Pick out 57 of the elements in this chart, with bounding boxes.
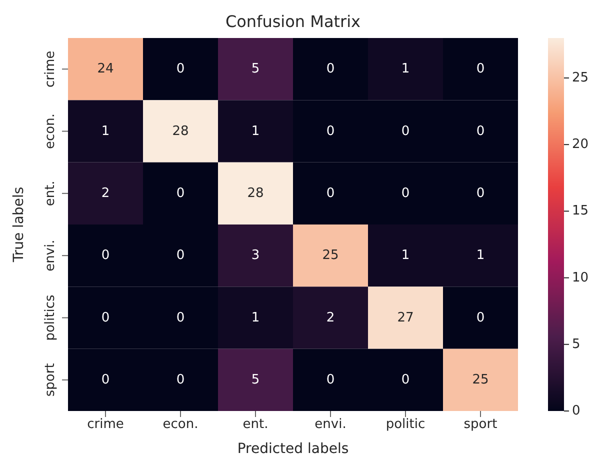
color-bar-label: 20 xyxy=(572,137,589,152)
data-label: 1 xyxy=(401,62,410,77)
color-bar-label: 0 xyxy=(572,404,580,418)
data-label: 0 xyxy=(326,124,335,139)
x-tick-label: crime xyxy=(87,417,124,432)
data-label: 0 xyxy=(176,62,185,77)
data-label: 1 xyxy=(251,310,260,326)
data-label: 0 xyxy=(176,310,185,326)
data-label: 0 xyxy=(101,372,110,388)
x-tick-label: politic xyxy=(386,417,426,432)
data-label: 1 xyxy=(101,124,110,139)
x-tick-label: envi. xyxy=(314,417,346,432)
data-label: 0 xyxy=(476,62,485,77)
data-label: 2 xyxy=(326,310,335,326)
data-label: 0 xyxy=(176,372,185,388)
color-bar-label: 10 xyxy=(572,270,589,286)
data-label: 1 xyxy=(401,248,410,264)
color-bar-label: 15 xyxy=(572,204,589,219)
data-label: 1 xyxy=(251,124,260,139)
data-label: 0 xyxy=(476,124,485,139)
data-label: 0 xyxy=(101,310,110,326)
data-label: 2 xyxy=(101,186,110,201)
y-tick-label: econ. xyxy=(43,114,58,149)
data-label: 27 xyxy=(397,310,414,326)
data-label: 0 xyxy=(101,248,110,264)
color-bar-label: 25 xyxy=(572,70,589,86)
y-tick-label: envi. xyxy=(43,240,58,272)
y-axis-title: True labels xyxy=(10,186,27,264)
data-label: 25 xyxy=(472,372,489,388)
data-label: 1 xyxy=(476,248,485,264)
y-tick-label: politics xyxy=(43,294,58,341)
data-label: 0 xyxy=(401,186,410,201)
x-tick-label: ent. xyxy=(242,417,268,432)
x-tick-label: econ. xyxy=(162,417,198,432)
data-label: 5 xyxy=(251,372,260,388)
data-label: 0 xyxy=(401,124,410,139)
y-tick-label: crime xyxy=(43,50,58,88)
data-label: 24 xyxy=(97,62,114,77)
data-label: 25 xyxy=(322,248,339,264)
chart-title: Confusion Matrix xyxy=(224,12,362,31)
data-label: 5 xyxy=(251,62,260,77)
x-axis-title: Predicted labels xyxy=(237,441,349,457)
data-label: 28 xyxy=(172,124,189,139)
data-label: 0 xyxy=(326,372,335,388)
data-label: 28 xyxy=(247,186,264,201)
y-tick-label: ent. xyxy=(43,180,58,206)
data-label: 0 xyxy=(326,62,335,77)
data-label: 0 xyxy=(176,248,185,264)
y-tick-label: sport xyxy=(43,363,58,397)
data-label: 3 xyxy=(251,248,260,264)
data-label: 0 xyxy=(176,186,185,201)
color-bar-label: 5 xyxy=(572,336,580,352)
x-tick-label: sport xyxy=(464,417,498,432)
data-label: 0 xyxy=(401,372,410,388)
data-label: 0 xyxy=(476,310,485,326)
data-label: 0 xyxy=(476,186,485,201)
data-label: 0 xyxy=(326,186,335,201)
